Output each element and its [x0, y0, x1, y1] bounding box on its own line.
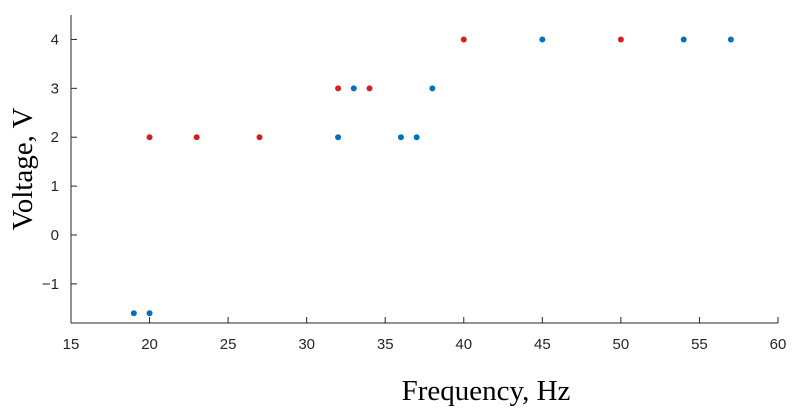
y-tick-label: −1 [42, 276, 59, 293]
x-tick-label: 45 [534, 336, 551, 353]
data-point [130, 310, 137, 317]
x-axis-title: Frequency, Hz [402, 375, 571, 407]
data-point [429, 85, 436, 92]
data-points [130, 36, 734, 317]
y-axis-title: Voltage, V [7, 107, 39, 230]
axes [70, 15, 778, 324]
y-tick-label: 3 [51, 80, 59, 97]
y-tick-label: 1 [51, 178, 59, 195]
x-tick-label: 40 [455, 336, 472, 353]
data-point [617, 36, 624, 43]
y-tick-label: 4 [51, 31, 59, 48]
x-tick-label: 35 [377, 336, 394, 353]
x-ticks: 15 20 25 30 35 40 45 50 55 60 [63, 317, 787, 353]
data-point [680, 36, 687, 43]
y-tick-label: 0 [51, 227, 59, 244]
data-point [539, 36, 546, 43]
data-point [335, 134, 342, 141]
x-tick-label: 15 [63, 336, 80, 353]
y-ticks: −1 0 1 2 3 4 [42, 31, 77, 293]
data-point [335, 85, 342, 92]
x-tick-label: 55 [691, 336, 708, 353]
x-tick-label: 50 [613, 336, 630, 353]
data-point [146, 310, 153, 317]
data-point [397, 134, 404, 141]
x-tick-label: 25 [220, 336, 237, 353]
x-tick-label: 20 [141, 336, 158, 353]
x-tick-label: 60 [770, 336, 787, 353]
data-point [350, 85, 357, 92]
data-point [460, 36, 467, 43]
data-point [256, 134, 263, 141]
y-tick-label: 2 [51, 129, 59, 146]
data-point [727, 36, 734, 43]
x-tick-label: 30 [298, 336, 315, 353]
data-point [146, 134, 153, 141]
data-point [366, 85, 373, 92]
data-point [193, 134, 200, 141]
data-point [413, 134, 420, 141]
